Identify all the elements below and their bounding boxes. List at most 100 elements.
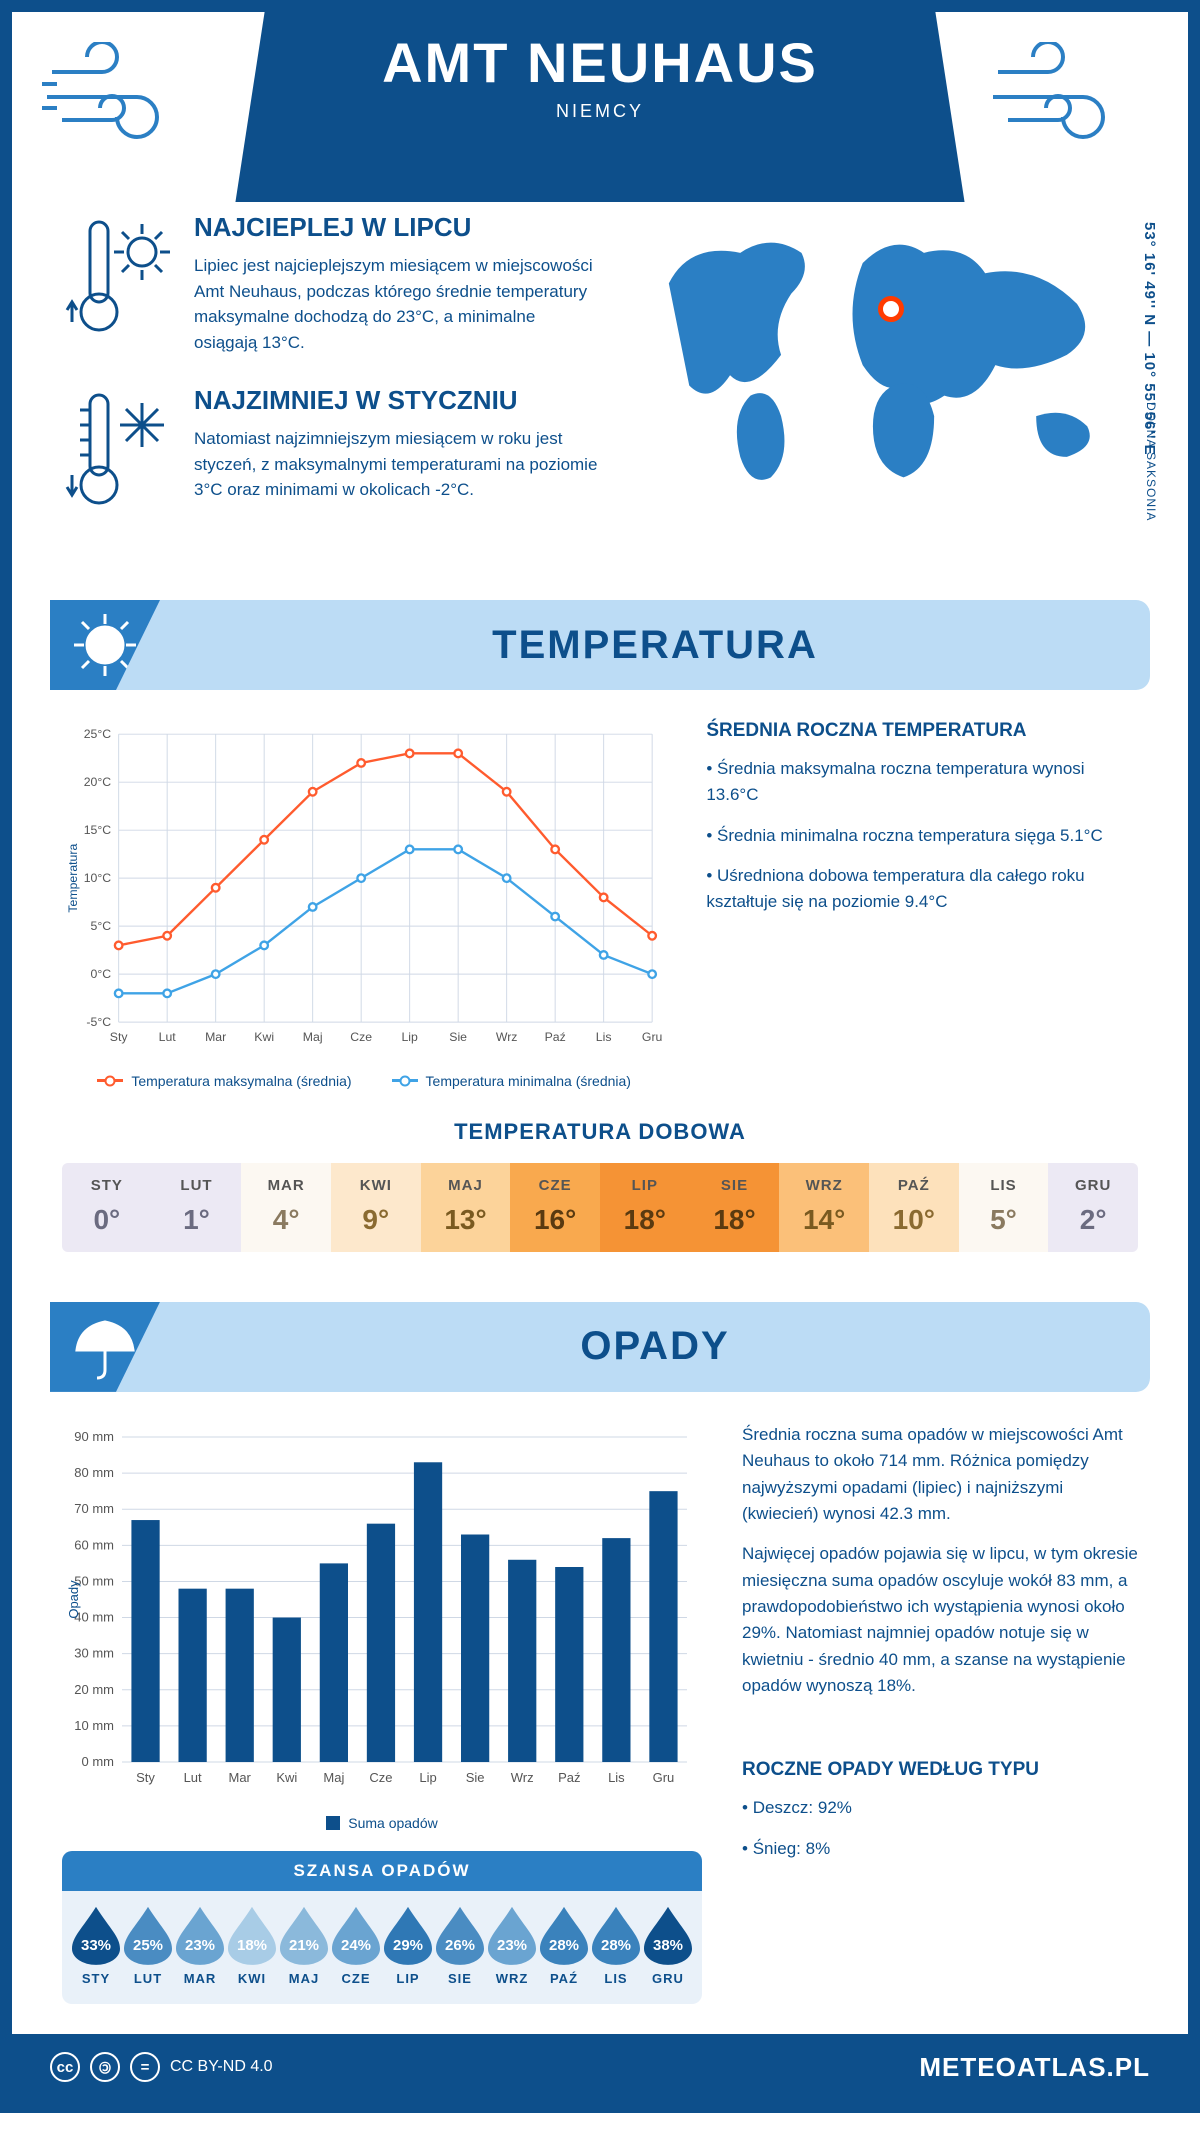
svg-text:Temperatura: Temperatura [66, 844, 80, 913]
svg-text:Lut: Lut [159, 1030, 177, 1044]
wind-icon [988, 42, 1158, 142]
thermometer-hot-icon [62, 212, 172, 355]
precip-bytype-item: Deszcz: 92% [742, 1795, 1138, 1821]
temp-table-cell: PAŹ10° [869, 1163, 959, 1252]
temp-table-cell: LIS5° [959, 1163, 1049, 1252]
temp-table-cell: MAR4° [241, 1163, 331, 1252]
svg-text:Sie: Sie [449, 1030, 467, 1044]
map-marker-icon [878, 296, 904, 322]
svg-text:Paź: Paź [545, 1030, 566, 1044]
temp-table-cell: SIE18° [690, 1163, 780, 1252]
fact-cold-title: NAJZIMNIEJ W STYCZNIU [194, 385, 598, 416]
precip-chance-title: SZANSA OPADÓW [62, 1851, 702, 1891]
svg-text:0°C: 0°C [91, 967, 112, 981]
svg-text:25°C: 25°C [84, 727, 112, 741]
page-frame: AMT NEUHAUS NIEMCY NAJCIEPLEJ W LIPCU [0, 0, 1200, 2113]
precip-row: 0 mm10 mm20 mm30 mm40 mm50 mm60 mm70 mm8… [12, 1422, 1188, 2034]
svg-text:70 mm: 70 mm [74, 1501, 114, 1516]
temperature-row: -5°C0°C5°C10°C15°C20°C25°CStyLutMarKwiMa… [12, 720, 1188, 1119]
svg-text:10°C: 10°C [84, 871, 112, 885]
precip-bytype-title: ROCZNE OPADY WEDŁUG TYPU [742, 1759, 1138, 1781]
map-column: 53° 16' 49'' N — 10° 55' 56'' E DOLNA SA… [628, 212, 1138, 550]
svg-text:Lis: Lis [596, 1030, 612, 1044]
temperature-section-header: TEMPERATURA [50, 600, 1150, 690]
precip-chance-cell: 29%LIP [384, 1907, 432, 1986]
footer: cc 🄯 = CC BY-ND 4.0 METEOATLAS.PL [12, 2034, 1188, 2101]
temp-table-cell: KWI9° [331, 1163, 421, 1252]
temperature-side-text: ŚREDNIA ROCZNA TEMPERATURA Średnia maksy… [706, 720, 1138, 1089]
svg-text:60 mm: 60 mm [74, 1537, 114, 1552]
precip-chance-cell: 38%GRU [644, 1907, 692, 1986]
world-map-icon [628, 212, 1138, 492]
umbrella-icon [50, 1302, 160, 1392]
svg-text:Lip: Lip [401, 1030, 418, 1044]
license-block: cc 🄯 = CC BY-ND 4.0 [50, 2052, 273, 2082]
legend-max: Temperatura maksymalna (średnia) [131, 1073, 351, 1089]
svg-text:Gru: Gru [653, 1770, 675, 1785]
temperature-legend: Temperatura maksymalna (średnia) Tempera… [62, 1073, 666, 1089]
precip-title: OPADY [580, 1324, 729, 1369]
intro-row: NAJCIEPLEJ W LIPCU Lipiec jest najcieple… [12, 202, 1188, 590]
fact-cold-text: Natomiast najzimniejszym miesiącem w rok… [194, 426, 598, 503]
svg-text:90 mm: 90 mm [74, 1429, 114, 1444]
svg-text:Lip: Lip [419, 1770, 436, 1785]
sun-icon [50, 600, 160, 690]
temp-table-cell: GRU2° [1048, 1163, 1138, 1252]
svg-text:Mar: Mar [229, 1770, 252, 1785]
svg-text:Sty: Sty [136, 1770, 155, 1785]
svg-text:Mar: Mar [205, 1030, 226, 1044]
temp-table-cell: WRZ14° [779, 1163, 869, 1252]
precip-chart-column: 0 mm10 mm20 mm30 mm40 mm50 mm60 mm70 mm8… [62, 1422, 702, 2004]
svg-text:10 mm: 10 mm [74, 1718, 114, 1733]
svg-text:20 mm: 20 mm [74, 1682, 114, 1697]
temperature-bullet: Uśredniona dobowa temperatura dla całego… [706, 863, 1138, 916]
svg-text:Opady: Opady [66, 1580, 81, 1619]
wind-icon [42, 42, 212, 142]
temp-table-cell: LIP18° [600, 1163, 690, 1252]
svg-text:Maj: Maj [303, 1030, 323, 1044]
svg-text:Sie: Sie [466, 1770, 485, 1785]
svg-text:Gru: Gru [642, 1030, 662, 1044]
precip-chance-cell: 21%MAJ [280, 1907, 328, 1986]
precip-chance-cell: 23%MAR [176, 1907, 224, 1986]
svg-text:80 mm: 80 mm [74, 1465, 114, 1480]
svg-text:Kwi: Kwi [276, 1770, 297, 1785]
svg-text:Lut: Lut [184, 1770, 202, 1785]
temperature-bullet: Średnia maksymalna roczna temperatura wy… [706, 756, 1138, 809]
fact-warm-text: Lipiec jest najcieplejszym miesiącem w m… [194, 253, 598, 355]
page-title: AMT NEUHAUS [255, 30, 944, 95]
temp-table-cell: LUT1° [152, 1163, 242, 1252]
svg-text:20°C: 20°C [84, 775, 112, 789]
precip-chance-cell: 23%WRZ [488, 1907, 536, 1986]
nd-icon: = [130, 2052, 160, 2082]
thermometer-cold-icon [62, 385, 172, 520]
temperature-chart: -5°C0°C5°C10°C15°C20°C25°CStyLutMarKwiMa… [62, 720, 666, 1089]
precip-chance-cell: 33%STY [72, 1907, 120, 1986]
temperature-side-title: ŚREDNIA ROCZNA TEMPERATURA [706, 720, 1138, 742]
precip-paragraph-2: Najwięcej opadów pojawia się w lipcu, w … [742, 1541, 1138, 1699]
facts-column: NAJCIEPLEJ W LIPCU Lipiec jest najcieple… [62, 212, 598, 550]
svg-text:Sty: Sty [110, 1030, 129, 1044]
brand-label: METEOATLAS.PL [919, 2052, 1150, 2083]
svg-text:15°C: 15°C [84, 823, 112, 837]
by-icon: 🄯 [90, 2052, 120, 2082]
svg-text:Lis: Lis [608, 1770, 625, 1785]
temp-table-cell: MAJ13° [421, 1163, 511, 1252]
precip-chance-cell: 24%CZE [332, 1907, 380, 1986]
temp-table-cell: STY0° [62, 1163, 152, 1252]
title-banner: AMT NEUHAUS NIEMCY [235, 12, 964, 202]
precip-chance-cell: 25%LUT [124, 1907, 172, 1986]
precip-chance-panel: SZANSA OPADÓW 33%STY25%LUT23%MAR18%KWI21… [62, 1851, 702, 2004]
temperature-bullet: Średnia minimalna roczna temperatura się… [706, 823, 1138, 849]
fact-coldest: NAJZIMNIEJ W STYCZNIU Natomiast najzimni… [62, 385, 598, 520]
precip-legend: Suma opadów [62, 1815, 702, 1831]
svg-text:Wrz: Wrz [511, 1770, 534, 1785]
temperature-title: TEMPERATURA [492, 623, 818, 668]
svg-text:Cze: Cze [369, 1770, 392, 1785]
daily-temp-title: TEMPERATURA DOBOWA [62, 1119, 1138, 1145]
svg-text:0 mm: 0 mm [82, 1754, 115, 1769]
legend-min: Temperatura minimalna (średnia) [426, 1073, 631, 1089]
daily-temperature-table: TEMPERATURA DOBOWA STY0°LUT1°MAR4°KWI9°M… [12, 1119, 1188, 1292]
svg-text:-5°C: -5°C [86, 1015, 111, 1029]
page-subtitle: NIEMCY [255, 101, 944, 122]
